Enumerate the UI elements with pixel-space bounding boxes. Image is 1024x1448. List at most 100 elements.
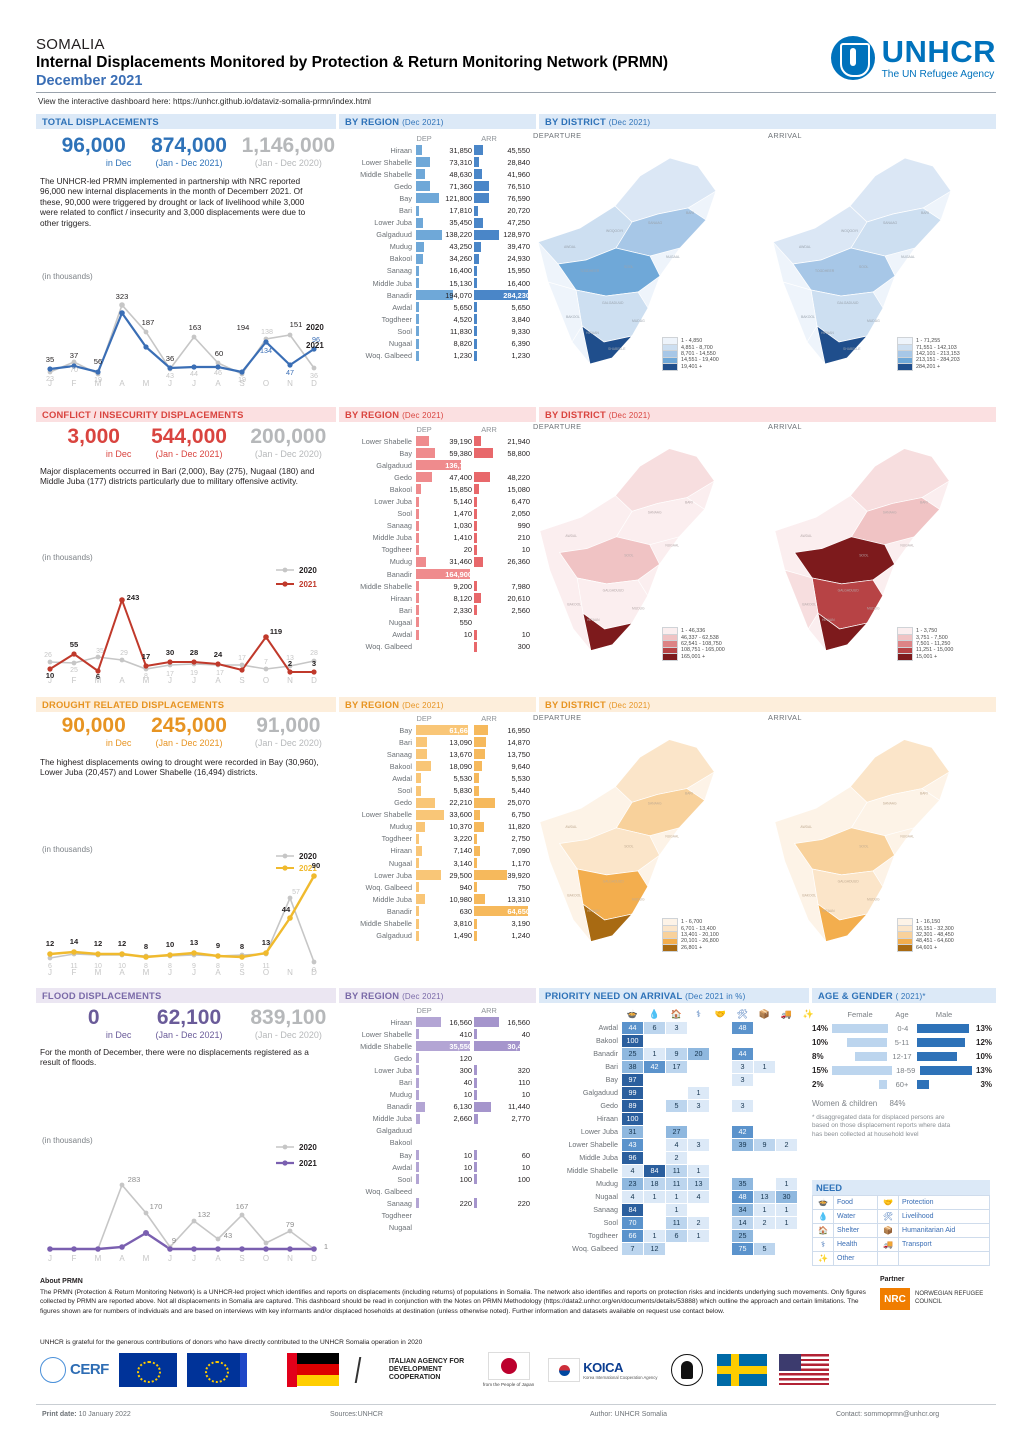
kpi-flood-dec-sub: in Dec [105,1030,132,1040]
table-row: Banadir 25 1 9 20 44 [536,1047,820,1060]
svg-text:8: 8 [240,942,244,951]
region-dep-cell: 73,310 [416,157,474,168]
value-bar [416,181,430,192]
age-gender-row: 15% 18-59 13% [812,1063,992,1077]
water-icon: 💧 [648,1009,661,1019]
value-bar [416,460,461,471]
value-text: 2,560 [511,605,531,615]
value-bar [416,278,419,289]
svg-text:AWDAL: AWDAL [565,534,577,538]
region-arr-cell: 300 [474,641,532,652]
women-children-label: Women & children [812,1099,878,1108]
svg-text:A: A [119,968,125,976]
need-legend-label: Livelihood [898,1209,990,1224]
dashboard-link[interactable]: View the interactive dashboard here: htt… [38,97,371,106]
value-text: 11,830 [449,326,472,336]
region-label: Bari [605,1062,618,1071]
heatmap-cell: 1 [688,1229,709,1242]
male-bar-cell [916,1037,972,1047]
svg-text:12: 12 [118,939,126,948]
value-bar [416,484,421,495]
value-text: 16,560 [507,1017,530,1027]
region-dep-cell: 18,090 [416,761,474,772]
female-percent: 14% [812,1023,829,1033]
food-icon: 🍲 [626,1009,639,1019]
heatmap-cell: 6 [644,1021,665,1034]
value-text: 10 [521,545,530,555]
heatmap-cell: 18 [644,1177,665,1190]
region-table-conflict-body: Lower Shabelle 39,190 21,940 Bay 59,380 58,80… [336,435,532,653]
map-drought-departure[interactable]: AWDAL SANAAG BARI SOOL NUGAAL GALGADUUD MUDU… [520,718,750,973]
kpi-total-prev: 1,146,000 [241,134,336,157]
total-chart-units: (in thousands) [42,272,93,281]
value-bar [416,508,419,519]
region-arr-cell: 10 [474,1089,532,1100]
heatmap-cell: 3 [666,1021,687,1034]
band-row-total: TOTAL DISPLACEMENTS BY REGION (Dec 2021)… [36,114,996,129]
svg-text:TOGDHEER: TOGDHEER [580,269,600,273]
region-label: Galgaduud [376,460,412,470]
legend-label: 1 - 71,255 [916,338,941,345]
region-arr-cell: 3,190 [474,918,532,929]
value-bar [474,845,480,856]
svg-text:323: 323 [116,292,129,301]
svg-text:13: 13 [262,938,270,947]
kpi-total-year-sub: (Jan - Dec 2021) [155,158,223,168]
map-total-departure[interactable]: AWDAL WOQOOYI SANAAG BARI TOGDHEER SOOL NUGA… [520,136,750,396]
value-bar [474,761,482,772]
heatmap-cell [688,1152,709,1164]
heatmap-cell: 1 [754,1060,775,1073]
heatmap-cell: 20 [688,1047,709,1060]
priority-need-body: Awdal 44 6 3 48 Bakool 100 Banadir 25 1 9 20 44 Bari 3… [536,1021,820,1255]
svg-text:A: A [215,968,221,976]
map-total-arrival[interactable]: AWDAL WOQOOYI SANAAG BARI TOGDHEER SOOL NUGA… [755,136,985,396]
region-arr-cell [474,1053,532,1064]
eu-flag-icon [118,1352,177,1387]
age-label: 60+ [895,1079,909,1089]
donor-cerf: CERF [40,1356,109,1383]
value-text: 750 [517,882,530,892]
band-label: AGE & GENDER [818,990,893,1001]
value-text: 58,800 [507,448,530,458]
value-bar [416,845,422,856]
heatmap-cell [732,1152,753,1164]
priority-need-header-row: 🍲 💧 🏠 ⚕ 🤝 🛠 📦 🚚 ✨ [536,1008,820,1021]
region-dep-cell: 550 [416,617,474,628]
svg-text:HIRAAN: HIRAAN [587,909,600,913]
svg-text:8: 8 [144,963,148,970]
heatmap-cell [644,1035,665,1047]
region-arr-cell: 16,560 [474,1017,532,1028]
legend-label: 14,551 - 19,400 [681,357,719,364]
map-conflict-arrival[interactable]: AWDAL SANAAG BARI SOOL NUGAAL GALGADUUD MUDU… [755,427,985,682]
region-arr-cell: 284,230 [474,290,532,301]
region-label: Middle Shabelle [360,1041,412,1051]
value-text: 1,170 [511,858,531,868]
heatmap-cell [776,1230,797,1242]
value-bar [416,302,419,313]
male-percent: 13% [976,1023,993,1033]
value-bar [474,785,479,796]
svg-text:29: 29 [120,650,128,657]
map-drought-arrival[interactable]: AWDAL SANAAG BARI SOOL NUGAAL GALGADUUD MUDU… [755,718,985,973]
region-label: Nugaal [388,617,412,627]
region-label: Woq. Galbeed [365,1186,412,1196]
map-drought-arrival-svg: AWDAL SANAAG BARI SOOL NUGAAL GALGADUUD MUDU… [774,739,950,942]
band-period: (Dec 2021) [402,411,444,420]
heatmap-cell [688,1022,709,1034]
svg-text:44: 44 [282,905,291,914]
band-period: ( 2021)* [895,992,926,1001]
heatmap-cell: 70 [622,1216,643,1229]
value-text: 138,220 [445,230,472,240]
svg-text:GALGADUUD: GALGADUUD [603,880,625,884]
value-bar [416,229,442,240]
map-conflict-departure[interactable]: AWDAL SANAAG BARI SOOL NUGAAL GALGADUUD MUDU… [520,427,750,682]
value-text: 13,670 [449,749,472,759]
value-text: 5,650 [511,302,531,312]
value-text: 5,530 [453,773,473,783]
value-bar [474,1089,477,1100]
female-bar-cell [833,1051,888,1061]
heatmap-cell [754,1165,775,1177]
region-dep-cell: 2,330 [416,605,474,616]
value-text: 194,070 [445,290,472,300]
region-dep-cell: 40 [416,1077,474,1088]
